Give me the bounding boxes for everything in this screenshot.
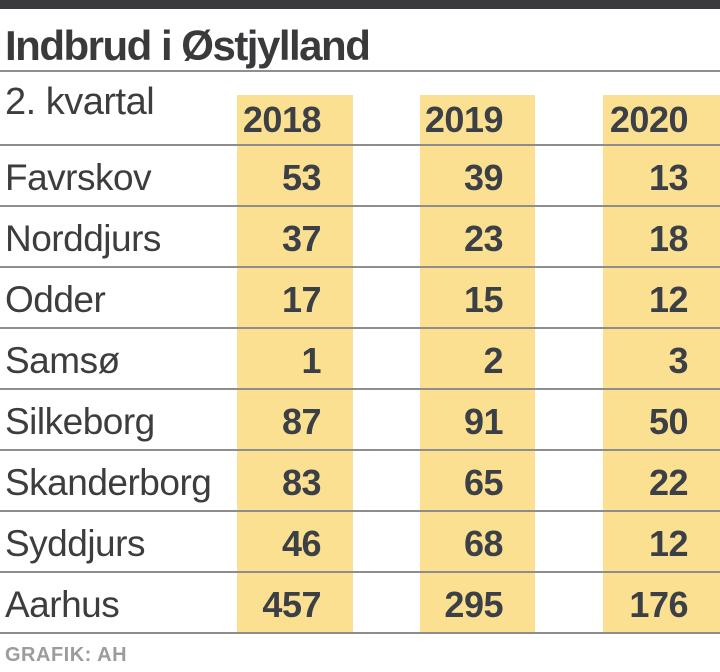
- municipality-label: Silkeborg: [5, 401, 155, 442]
- value-2018: 37: [237, 207, 353, 266]
- value-2020: 12: [603, 268, 720, 327]
- municipality-label: Syddjurs: [5, 523, 145, 564]
- municipality-label: Samsø: [5, 340, 120, 381]
- column-gap: [535, 390, 603, 449]
- page-title: Indbrud i Østjylland: [5, 22, 371, 69]
- value-2020: 13: [603, 146, 720, 205]
- column-gap: [535, 329, 603, 388]
- municipality-label: Odder: [5, 279, 106, 320]
- value-2020: 3: [603, 329, 720, 388]
- column-gap: [353, 451, 420, 510]
- column-gap: [535, 207, 603, 266]
- value-2018: 87: [237, 390, 353, 449]
- table-header-row: 2. kvartal 2018 2019 2020: [0, 72, 720, 146]
- value-2019: 23: [420, 207, 535, 266]
- value-2019: 68: [420, 512, 535, 571]
- value-2018: 83: [237, 451, 353, 510]
- column-gap: [353, 390, 420, 449]
- value-2018: 1: [237, 329, 353, 388]
- table-row: Skanderborg 83 65 22: [0, 451, 720, 512]
- table-row: Aarhus 457 295 176: [0, 573, 720, 634]
- column-gap: [353, 268, 420, 327]
- value-2019: 39: [420, 146, 535, 205]
- municipality-label: Aarhus: [5, 584, 120, 625]
- table-row: Odder 17 15 12: [0, 268, 720, 329]
- year-column-header: 2019: [420, 72, 535, 144]
- value-2020: 18: [603, 207, 720, 266]
- value-2019: 15: [420, 268, 535, 327]
- table-row: Favrskov 53 39 13: [0, 146, 720, 207]
- year-column-header: 2020: [603, 72, 720, 144]
- column-gap: [353, 573, 420, 632]
- value-2019: 65: [420, 451, 535, 510]
- period-label: 2. kvartal: [5, 81, 155, 123]
- column-gap: [353, 329, 420, 388]
- year-header-2018: 2018: [237, 95, 353, 144]
- table-row: Syddjurs 46 68 12: [0, 512, 720, 573]
- column-gap: [353, 146, 420, 205]
- table-body: Favrskov 53 39 13 Norddjurs 37 23 18 Odd…: [0, 146, 720, 634]
- column-gap: [535, 268, 603, 327]
- column-gap: [353, 512, 420, 571]
- column-gap: [535, 72, 603, 144]
- value-2018: 46: [237, 512, 353, 571]
- table-row: Norddjurs 37 23 18: [0, 207, 720, 268]
- title-divider: [0, 70, 720, 72]
- value-2018: 53: [237, 146, 353, 205]
- value-2020: 176: [603, 573, 720, 632]
- value-2018: 17: [237, 268, 353, 327]
- column-gap: [353, 72, 420, 144]
- value-2020: 22: [603, 451, 720, 510]
- column-gap: [353, 207, 420, 266]
- municipality-label: Skanderborg: [5, 462, 212, 503]
- credit-label: GRAFIK: AH: [5, 644, 128, 666]
- table-row: Samsø 1 2 3: [0, 329, 720, 390]
- column-gap: [535, 146, 603, 205]
- value-2020: 12: [603, 512, 720, 571]
- top-accent-bar: [0, 0, 720, 9]
- year-header-2019: 2019: [420, 95, 535, 144]
- year-header-2020: 2020: [603, 95, 720, 144]
- value-2018: 457: [237, 573, 353, 632]
- municipality-label: Favrskov: [5, 157, 152, 198]
- value-2019: 295: [420, 573, 535, 632]
- table-row: Silkeborg 87 91 50: [0, 390, 720, 451]
- value-2020: 50: [603, 390, 720, 449]
- value-2019: 2: [420, 329, 535, 388]
- municipality-label: Norddjurs: [5, 218, 161, 259]
- data-table: 2. kvartal 2018 2019 2020 Favrskov 53 39…: [0, 72, 720, 634]
- year-column-header: 2018: [237, 72, 353, 144]
- column-gap: [535, 573, 603, 632]
- column-gap: [535, 512, 603, 571]
- value-2019: 91: [420, 390, 535, 449]
- column-gap: [535, 451, 603, 510]
